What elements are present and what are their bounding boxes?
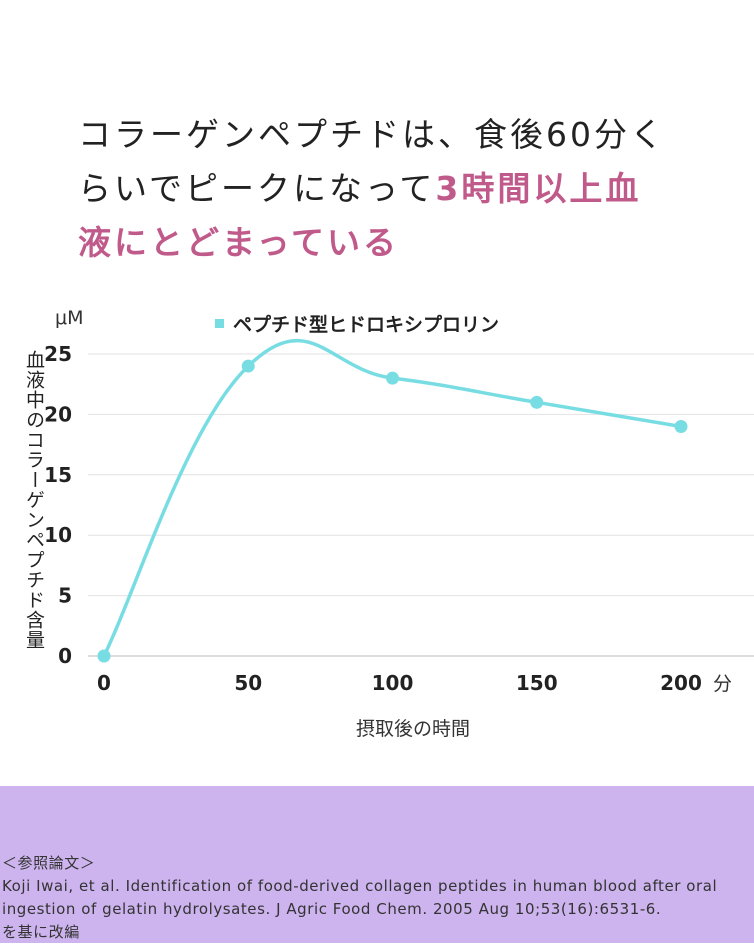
y-tick-label: 5 — [58, 584, 72, 608]
headline: コラーゲンペプチドは、食後60分く らいでピークになって3時間以上血 液にとどま… — [78, 108, 738, 270]
legend-swatch — [215, 319, 224, 328]
series-line — [102, 338, 683, 658]
y-tick-label: 25 — [44, 342, 72, 366]
line-chart: 0 5 10 15 20 25 0 50 100 150 200 μM 分 摂取後の時間 ペプチド… — [44, 307, 754, 740]
x-tick-label: 150 — [516, 671, 558, 695]
headline-line3-accent: 液にとどまっている — [78, 223, 400, 262]
x-tick-label: 50 — [234, 671, 262, 695]
data-point — [386, 371, 399, 385]
chart-gridlines — [88, 353, 754, 657]
data-point — [674, 419, 688, 433]
reference-line3: を基に改編 — [2, 923, 80, 941]
x-unit-label: 分 — [713, 673, 732, 695]
legend-label: ペプチド型ヒドロキシプロリン — [233, 313, 499, 336]
x-tick-labels: 0 50 100 150 200 — [97, 671, 702, 695]
x-tick-label: 200 — [660, 671, 702, 695]
y-tick-label: 10 — [44, 523, 72, 547]
y-unit-label: μM — [55, 307, 83, 329]
reference-heading: ＜参照論文＞ — [2, 854, 96, 872]
series-points — [97, 359, 688, 663]
data-point — [530, 395, 544, 409]
y-tick-label: 0 — [58, 644, 72, 668]
reference-line2: ingestion of gelatin hydrolysates. J Agr… — [2, 900, 662, 918]
data-point — [241, 359, 255, 373]
y-tick-labels: 0 5 10 15 20 25 — [44, 342, 72, 668]
y-tick-label: 15 — [44, 463, 72, 487]
data-point — [97, 649, 111, 663]
y-axis-title: 血液中のコラーゲンペプチド含量 — [23, 350, 45, 650]
legend: ペプチド型ヒドロキシプロリン — [215, 313, 499, 336]
reference-line1: Koji Iwai, et al. Identification of food… — [2, 877, 718, 895]
headline-line1: コラーゲンペプチドは、食後60分く — [78, 115, 666, 154]
x-axis-title: 摂取後の時間 — [356, 718, 470, 740]
y-tick-label: 20 — [44, 402, 72, 426]
reference-panel: ＜参照論文＞ Koji Iwai, et al. Identification … — [0, 786, 754, 943]
x-tick-label: 100 — [372, 671, 414, 695]
headline-line2-accent: 3時間以上血 — [435, 169, 642, 208]
x-tick-label: 0 — [97, 671, 111, 695]
headline-line2-plain: らいでピークになって — [78, 169, 436, 208]
